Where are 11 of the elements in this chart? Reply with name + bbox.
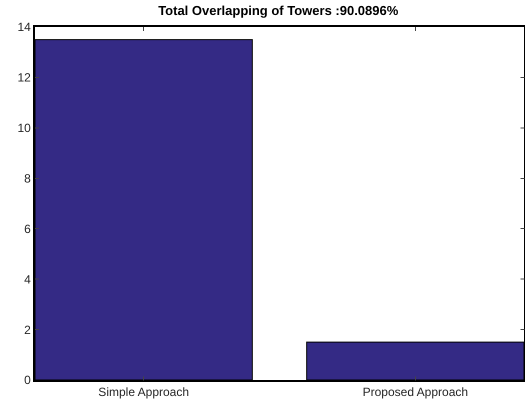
y-tick-label: 12 xyxy=(17,70,32,85)
x-tick-label: Simple Approach xyxy=(98,385,190,400)
y-tick-label: 4 xyxy=(24,272,32,286)
y-tick-label: 10 xyxy=(17,121,32,136)
y-tick-label: 6 xyxy=(24,222,32,236)
y-tick-label: 8 xyxy=(24,171,32,186)
x-tick-label: Proposed Approach xyxy=(362,385,468,400)
y-tick-label: 2 xyxy=(24,322,32,337)
y-tick-label: 14 xyxy=(17,20,32,34)
y-tick-label: 0 xyxy=(24,373,32,388)
chart-title: Total Overlapping of Towers :90.0896% xyxy=(158,3,399,18)
